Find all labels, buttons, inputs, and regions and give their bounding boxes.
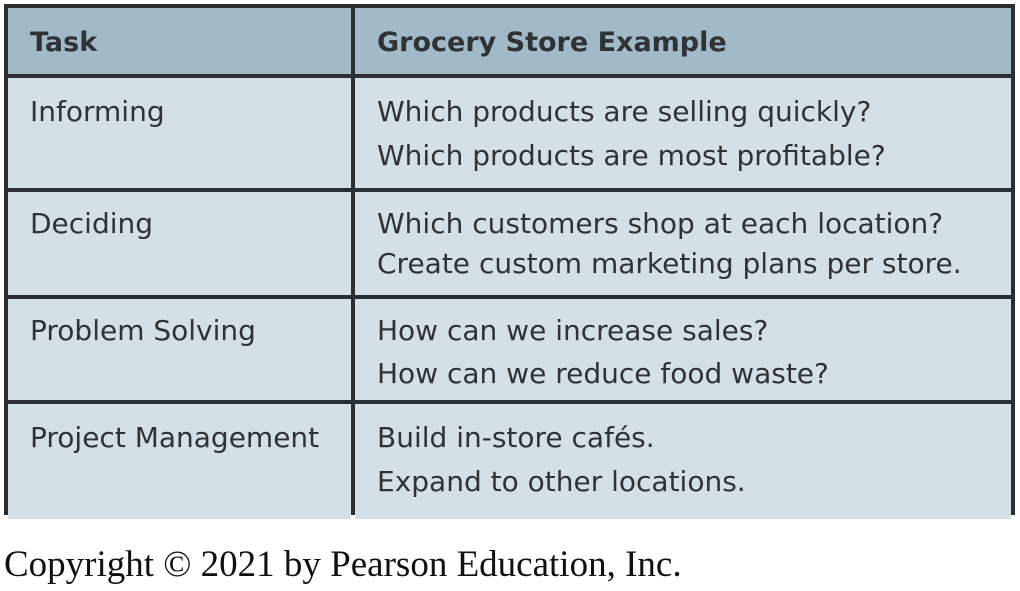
example-cell: Build in-store cafés. Expand to other lo… (355, 404, 1011, 519)
example-line: How can we reduce food waste? (377, 357, 829, 390)
example-cell: Which products are selling quickly? Whic… (355, 78, 1011, 188)
task-cell: Deciding (8, 192, 351, 295)
example-cell: Which customers shop at each location? C… (355, 192, 1011, 295)
example-line: Create custom marketing plans per store. (377, 247, 962, 280)
task-label: Problem Solving (30, 314, 256, 347)
example-line: Which customers shop at each location? (377, 207, 944, 240)
example-line: Expand to other locations. (377, 465, 746, 498)
copyright-notice: Copyright © 2021 by Pearson Education, I… (4, 544, 682, 585)
example-line: Which products are selling quickly? (377, 95, 872, 128)
task-cell: Problem Solving (8, 299, 351, 400)
task-label: Deciding (30, 207, 154, 240)
table-grid: Task Grocery Store Example Informing Whi… (8, 8, 1011, 519)
task-cell: Informing (8, 78, 351, 188)
example-line: Build in-store cafés. (377, 421, 655, 454)
task-cell: Project Management (8, 404, 351, 519)
header-task: Task (8, 8, 351, 74)
task-label: Informing (30, 95, 165, 128)
example-line: Which products are most profitable? (377, 139, 886, 172)
task-label: Project Management (30, 421, 320, 454)
task-examples-table: Task Grocery Store Example Informing Whi… (4, 4, 1015, 519)
example-line: How can we increase sales? (377, 314, 769, 347)
example-cell: How can we increase sales? How can we re… (355, 299, 1011, 400)
header-grocery-store-example: Grocery Store Example (355, 8, 1011, 74)
